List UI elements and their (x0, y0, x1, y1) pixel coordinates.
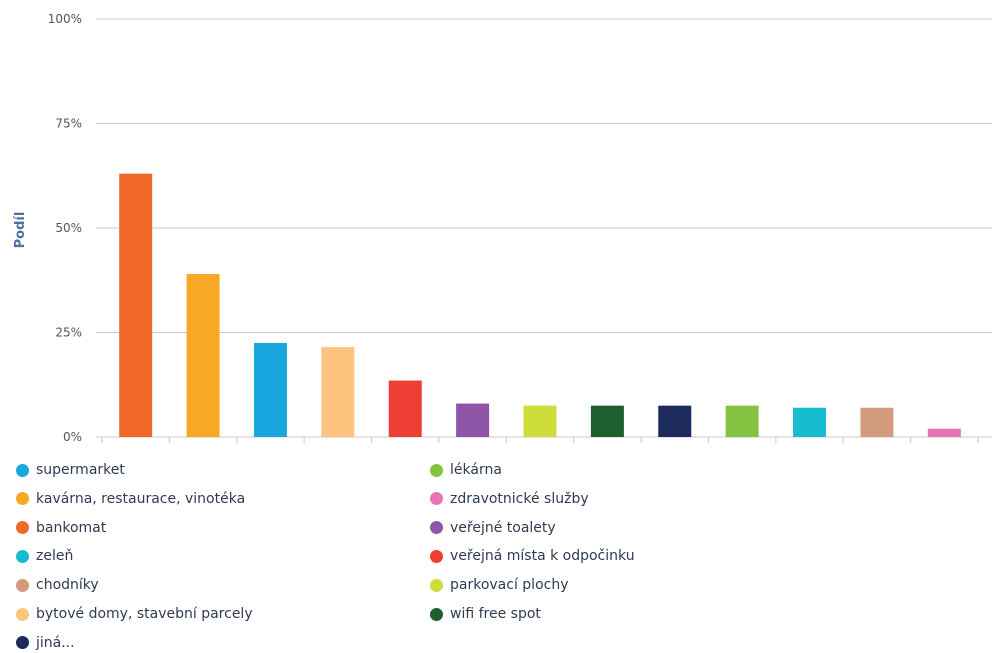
legend-marker (16, 549, 29, 563)
bar-chodn-ky[interactable] (860, 407, 894, 437)
legend-label: jiná... (36, 634, 75, 651)
bar-ve-ejn-m-sta-k-odpo-inku[interactable] (388, 380, 422, 437)
legend-marker (16, 578, 29, 592)
legend-item[interactable]: bytové domy, stavební parcely (16, 604, 253, 624)
legend-label: supermarket (36, 462, 125, 478)
legend-item[interactable]: chodníky (16, 575, 99, 595)
legend-label: kavárna, restaurace, vinotéka (36, 490, 246, 507)
legend-marker (16, 492, 29, 506)
gridlines (96, 18, 992, 438)
legend-item[interactable]: parkovací plochy (430, 575, 569, 595)
y-tick-label: 100% (48, 12, 82, 26)
legend-marker (430, 492, 443, 506)
legend-marker (430, 578, 443, 592)
bar-supermarket[interactable] (253, 342, 287, 437)
legend-label: zdravotnické služby (450, 490, 589, 507)
legend-label: parkovací plochy (450, 577, 569, 594)
bar-zdravotnick-slu-by[interactable] (927, 428, 961, 437)
y-tick-label: 25% (55, 326, 82, 340)
bar-bankomat[interactable] (119, 173, 153, 437)
legend-item[interactable]: wifi free spot (430, 604, 541, 624)
bar-l-k-rna[interactable] (725, 405, 759, 437)
y-axis-title: Podíl (13, 212, 28, 249)
legend-marker (16, 521, 29, 535)
legend-label: bankomat (36, 519, 107, 536)
legend-marker (16, 607, 29, 621)
bar-zele-[interactable] (793, 407, 827, 437)
legend-marker (430, 607, 443, 621)
legend-item[interactable]: zdravotnické služby (430, 489, 589, 509)
legend-label: chodníky (36, 577, 99, 594)
bar-chart: 0% 25% 50% 75% 100% Podíl (13, 12, 992, 444)
legend-item[interactable]: veřejné toalety (430, 518, 556, 538)
bar-bytov-domy-stavebn-parcely[interactable] (321, 347, 355, 437)
y-tick-label: 75% (55, 117, 82, 131)
legend-item[interactable]: zeleň (16, 546, 73, 566)
y-tick-labels: 0% 25% 50% 75% 100% (48, 12, 82, 444)
legend-item[interactable]: kavárna, restaurace, vinotéka (16, 489, 245, 509)
legend-marker (430, 549, 443, 563)
legend-item[interactable]: lékárna (430, 460, 502, 480)
legend-marker (16, 463, 29, 477)
bar-kav-rna-restaurace-vinot-ka[interactable] (186, 273, 220, 437)
bar-parkovac-plochy[interactable] (523, 405, 557, 437)
legend-label: bytové domy, stavební parcely (36, 606, 253, 622)
y-tick-label: 0% (63, 430, 82, 444)
legend-marker (430, 463, 443, 477)
bar-ve-ejn-toalety[interactable] (456, 403, 490, 437)
legend-label: wifi free spot (450, 606, 541, 622)
legend-item[interactable]: veřejná místa k odpočinku (430, 546, 635, 566)
legend-item[interactable]: supermarket (16, 460, 125, 480)
legend-item[interactable]: bankomat (16, 518, 106, 538)
bar-wifi-free-spot[interactable] (590, 405, 624, 437)
legend-label: zeleň (36, 548, 74, 565)
legend-item[interactable]: jiná... (16, 633, 75, 653)
bars (119, 173, 961, 437)
legend-label: lékárna (450, 462, 502, 478)
y-tick-label: 50% (55, 221, 82, 235)
bar-jin-[interactable] (658, 405, 692, 437)
legend-label: veřejná místa k odpočinku (450, 548, 635, 565)
x-tick-marks (101, 437, 979, 443)
legend-marker (16, 636, 29, 650)
legend-label: veřejné toalety (450, 519, 556, 536)
legend-marker (430, 521, 443, 535)
